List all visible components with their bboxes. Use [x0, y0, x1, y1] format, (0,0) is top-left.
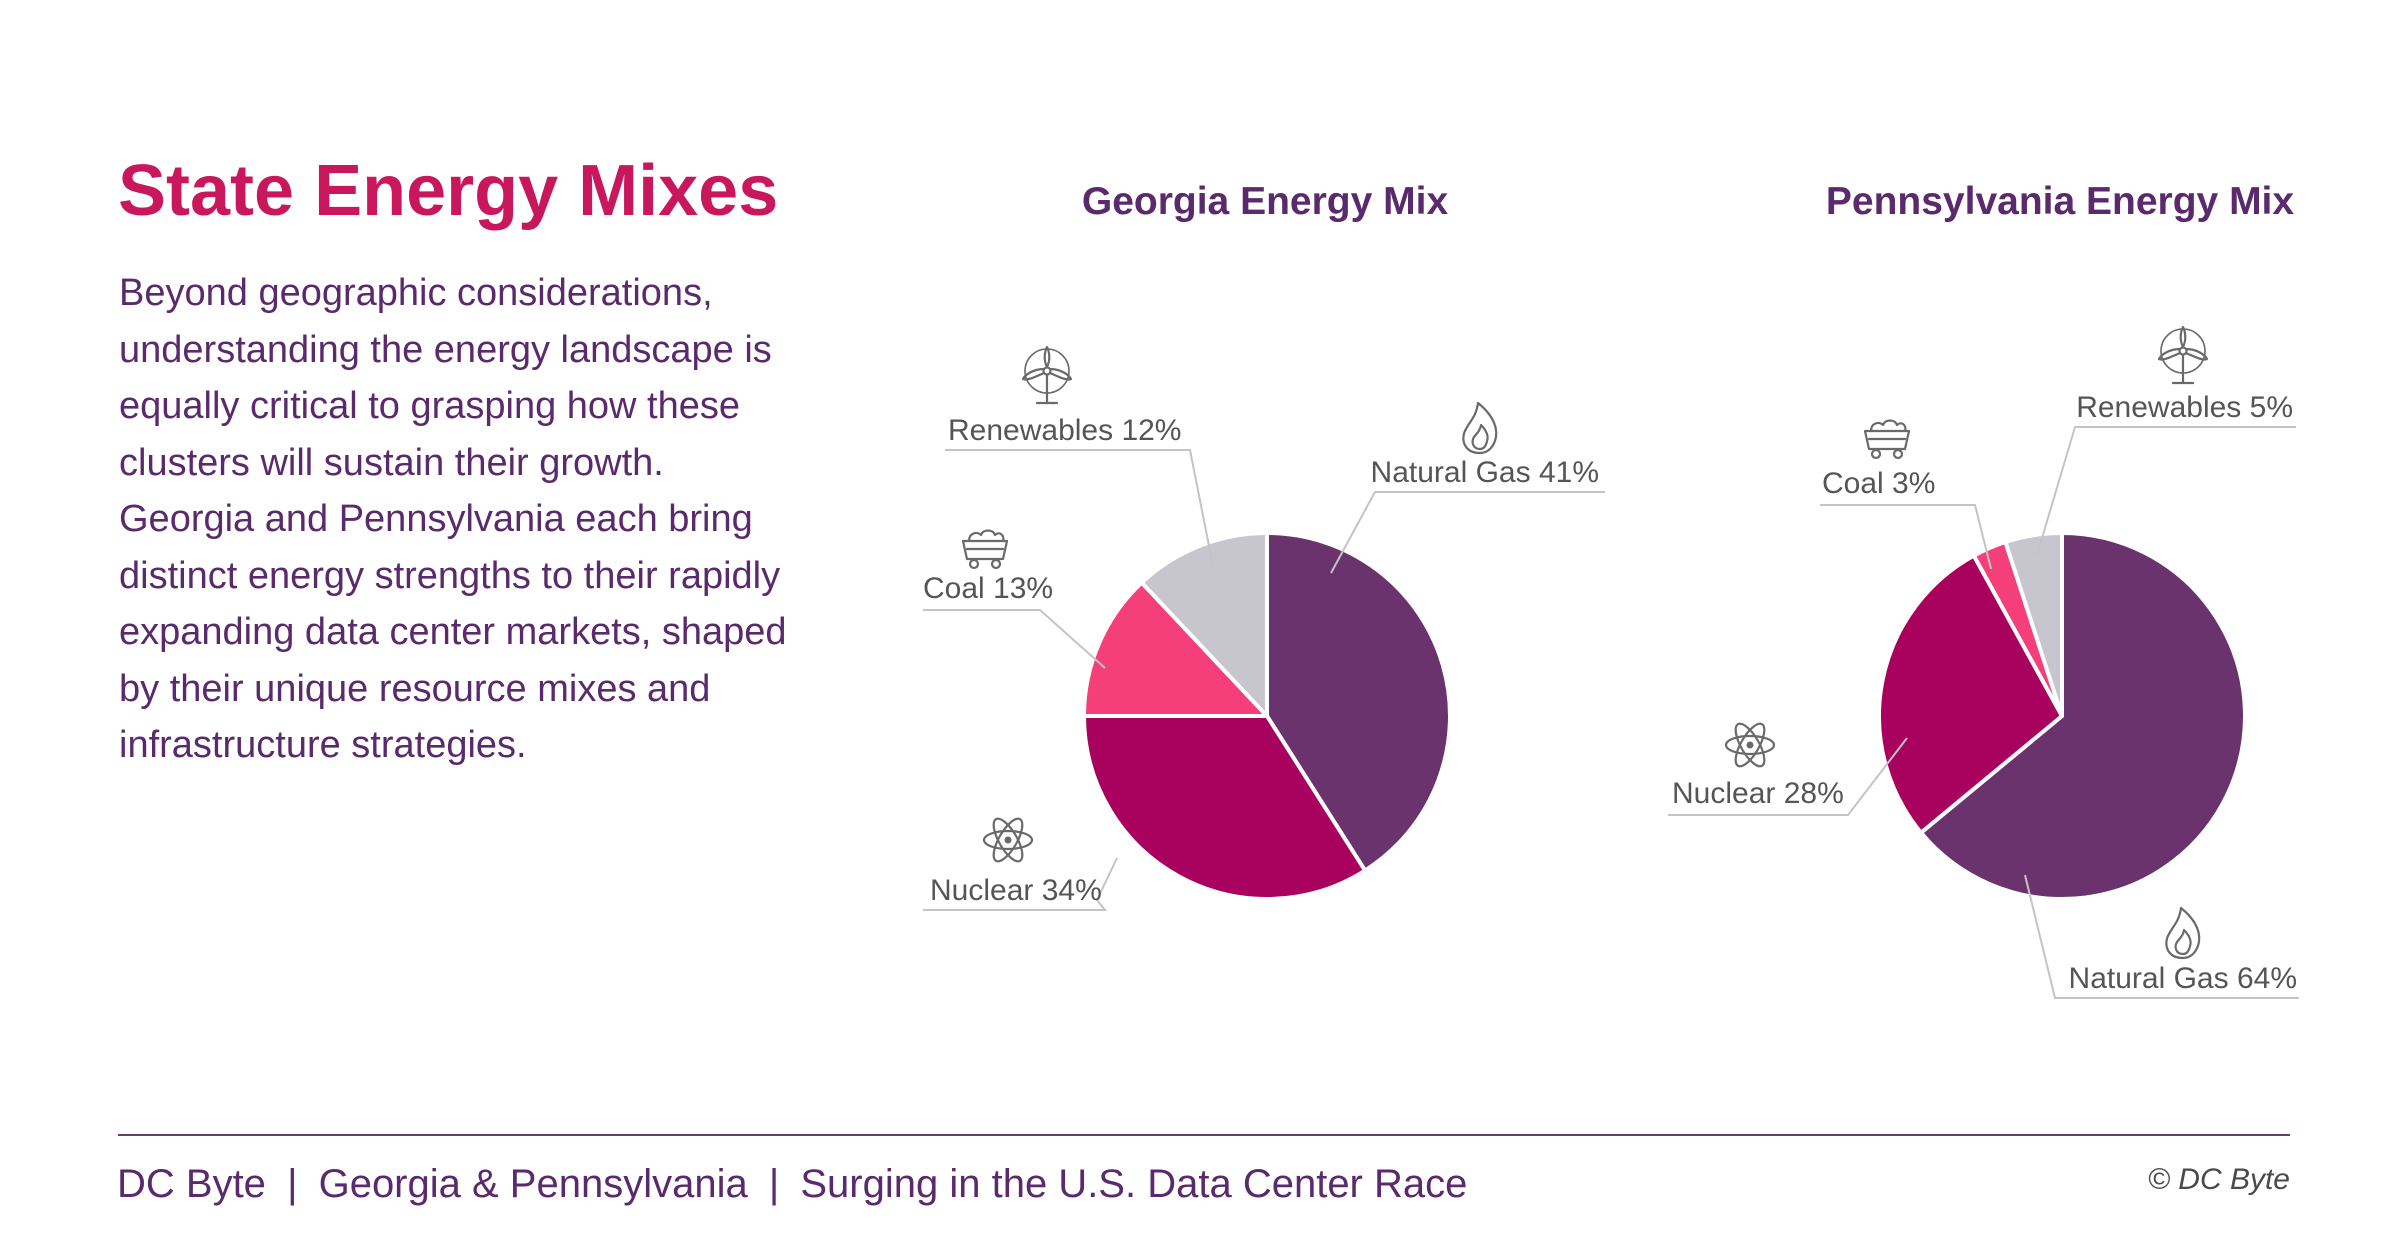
pie-slice-natural-gas	[1919, 531, 2247, 901]
leader-line	[923, 857, 1118, 911]
leader-line	[923, 609, 1106, 669]
leader-line	[1820, 504, 1992, 570]
footer-separator: |	[287, 1162, 298, 1206]
georgia-pie-chart: Natural Gas 41% Nuclear 34% Coal 13% Renewa…	[923, 345, 1605, 911]
slice-label: Natural Gas 41%	[1371, 456, 1599, 489]
footer-copyright: © DC Byte	[2147, 1163, 2290, 1196]
pie-slice-nuclear	[1877, 553, 2064, 835]
slice-label: Renewables 12%	[948, 414, 1181, 447]
georgia-chart-title: Georgia Energy Mix	[1081, 180, 1449, 223]
footer-brand: DC Byte	[117, 1162, 266, 1206]
leader-line	[2036, 426, 2296, 556]
slice-label: Nuclear 28%	[1672, 777, 1844, 810]
footer-divider	[118, 1134, 2290, 1136]
wind-turbine-icon	[1021, 345, 1073, 405]
atom-icon	[1724, 722, 1776, 768]
footer-breadcrumb: DC Byte | Georgia & Pennsylvania | Surgi…	[117, 1162, 1467, 1207]
coal-cart-icon	[1863, 419, 1911, 460]
intro-paragraph: Beyond geographic considerations, unders…	[119, 272, 787, 766]
flame-icon	[1462, 401, 1498, 455]
atom-icon	[982, 817, 1034, 863]
slice-label: Coal 13%	[923, 572, 1053, 605]
footer-separator: |	[768, 1162, 780, 1206]
wind-turbine-icon	[2157, 325, 2209, 385]
slice-label: Natural Gas 64%	[2069, 962, 2297, 995]
pie-slice-nuclear	[1082, 714, 1368, 901]
slice-label: Renewables 5%	[2076, 391, 2293, 424]
leader-line	[1330, 491, 1605, 574]
footer-report-title: Surging in the U.S. Data Center Race	[800, 1162, 1468, 1206]
pennsylvania-chart-title: Pennsylvania Energy Mix	[1825, 180, 2295, 223]
leader-line	[945, 449, 1214, 567]
pie-slice-renewables	[2003, 531, 2064, 718]
page-title: State Energy Mixes	[118, 151, 779, 231]
slice-label: Nuclear 34%	[930, 874, 1102, 907]
leader-line	[2024, 874, 2299, 999]
pennsylvania-pie-chart: Natural Gas 64% Nuclear 28% Coal 3% Renewab…	[1668, 325, 2299, 999]
pie-slice-renewables	[1139, 531, 1269, 718]
footer-section: Georgia & Pennsylvania	[318, 1162, 748, 1206]
slice-label: Coal 3%	[1822, 467, 1935, 500]
leader-line	[1668, 737, 1908, 816]
coal-cart-icon	[961, 529, 1009, 570]
pie-slice-coal	[1082, 580, 1269, 718]
flame-icon	[2165, 906, 2201, 960]
